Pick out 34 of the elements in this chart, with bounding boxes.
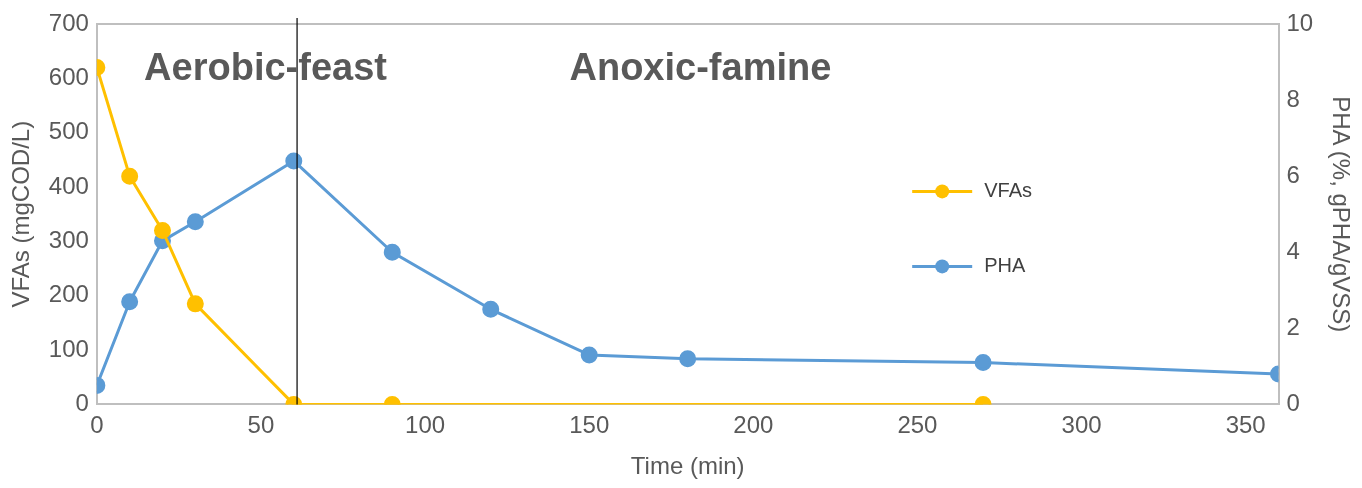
- legend-label: PHA: [984, 253, 1026, 276]
- y-tick-label: 500: [48, 117, 89, 145]
- y-tick-label: 300: [48, 226, 89, 253]
- x-tick-label: 100: [405, 411, 446, 439]
- point: [679, 350, 697, 368]
- y-tick-label: 100: [48, 334, 89, 362]
- y-tick-label: 200: [48, 280, 89, 308]
- y-tick-label: 700: [48, 8, 89, 36]
- point: [186, 213, 204, 231]
- y2-tick-label: 6: [1286, 160, 1300, 188]
- x-tick-label: 300: [1061, 411, 1102, 439]
- y2-tick-label: 4: [1286, 236, 1300, 264]
- point: [482, 300, 500, 318]
- y2-tick-label: 10: [1286, 8, 1314, 36]
- y2-tick-label: 8: [1286, 84, 1300, 112]
- legend-label: VFAs: [984, 178, 1032, 201]
- x-tick-label: 350: [1225, 411, 1266, 439]
- x-tick-label: 200: [733, 411, 774, 439]
- y-tick-label: 600: [48, 62, 89, 90]
- point: [121, 293, 139, 311]
- x-tick-label: 150: [569, 411, 610, 439]
- y2-tick-label: 0: [1286, 389, 1300, 417]
- point: [580, 346, 598, 364]
- y-tick-label: 0: [75, 389, 89, 417]
- y2-tick-label: 2: [1286, 312, 1300, 340]
- x-tick-label: 50: [247, 411, 275, 439]
- point: [974, 354, 992, 372]
- x-axis-title: Time (min): [630, 452, 745, 480]
- annotation: Anoxic-famine: [569, 46, 832, 89]
- point: [383, 243, 401, 261]
- x-tick-label: 250: [897, 411, 938, 439]
- y-tick-label: 400: [48, 171, 89, 199]
- y2-axis-title: PHA (%, gPHA/gVSS): [1327, 96, 1355, 333]
- y-axis-title: VFAs (mgCOD/L): [7, 120, 35, 308]
